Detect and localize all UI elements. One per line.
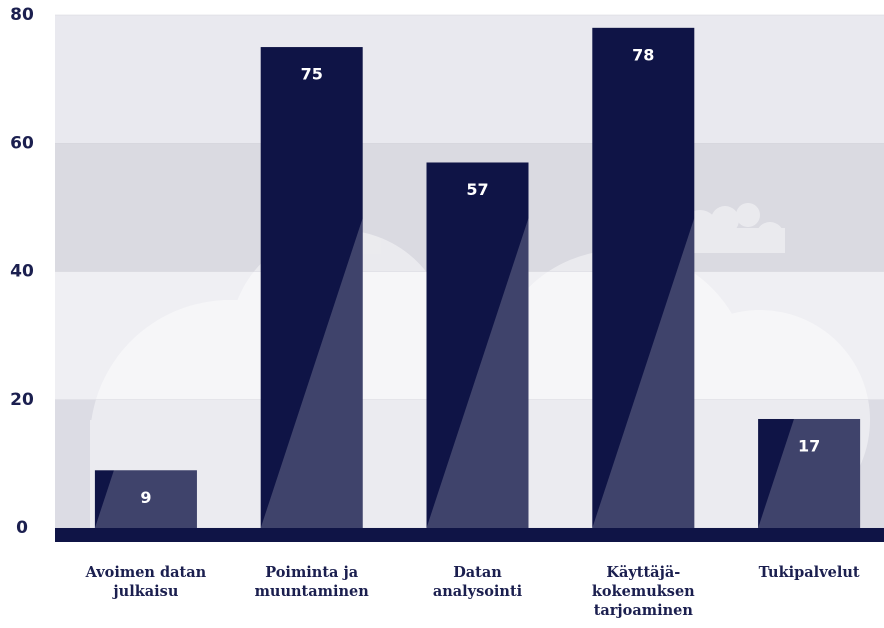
x-tick-label: Datan analysointi bbox=[416, 563, 540, 601]
chart: 0 20 40 60 80 9 75 57 78 17 bbox=[0, 0, 884, 628]
value-label: 57 bbox=[466, 180, 488, 199]
x-tick-label: Käyttäjä-kokemuksen tarjoaminen bbox=[581, 563, 705, 620]
y-tick-label: 0 bbox=[16, 518, 28, 538]
value-label: 9 bbox=[140, 488, 151, 507]
y-tick-label: 60 bbox=[10, 133, 34, 153]
x-tick-label: Avoimen datan julkaisu bbox=[84, 563, 208, 601]
value-label: 17 bbox=[798, 436, 820, 455]
x-axis-baseline bbox=[55, 528, 884, 542]
x-tick-label: Tukipalvelut bbox=[747, 563, 871, 582]
chart-container: 0 20 40 60 80 9 75 57 78 17 Avoimen datan julkais… bbox=[0, 0, 884, 628]
value-label: 78 bbox=[632, 45, 654, 64]
grid-band bbox=[55, 15, 884, 143]
y-tick-label: 20 bbox=[10, 390, 34, 410]
x-tick-label: Poiminta ja muuntaminen bbox=[250, 563, 374, 601]
y-tick-label: 40 bbox=[10, 262, 34, 282]
value-label: 75 bbox=[301, 65, 323, 84]
y-tick-label: 80 bbox=[10, 5, 34, 25]
